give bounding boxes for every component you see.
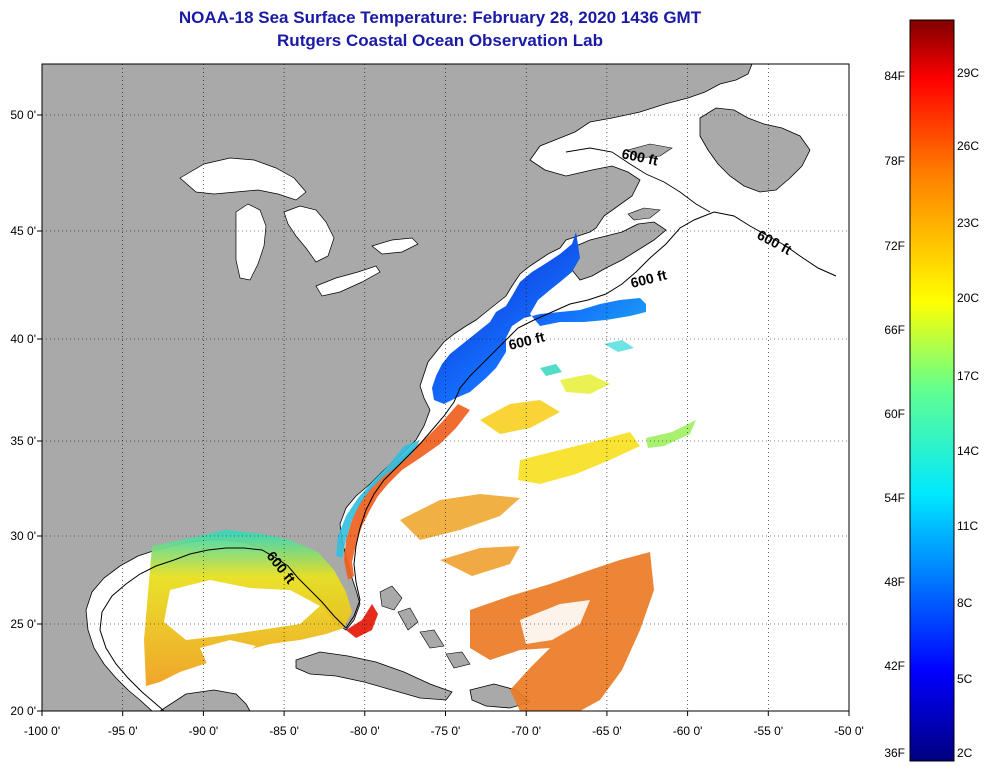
- lon-tick-label: -60 0': [673, 724, 703, 738]
- colorbar-celsius-labels: 29C 26C 23C 20C 17C 14C 11C 8C 5C 2C: [957, 66, 979, 760]
- colorbar-f-label: 84F: [884, 69, 905, 83]
- lon-tick-label: -65 0': [592, 724, 622, 738]
- colorbar-f-label: 66F: [884, 323, 905, 337]
- land-pei: [627, 207, 661, 221]
- contour-600ft-gulf-st-lawrence: [565, 147, 711, 213]
- colorbar-c-label: 23C: [957, 216, 979, 230]
- contour-600ft-gulf: [99, 547, 347, 711]
- lon-tick-label: -85 0': [269, 724, 299, 738]
- colorbar-f-label: 72F: [884, 239, 905, 253]
- cloud-gaps-gulf: [164, 580, 320, 666]
- land-yucatan: [159, 689, 251, 711]
- colorbar-c-label: 26C: [957, 139, 979, 153]
- land-newfoundland: [699, 107, 811, 193]
- lat-tick-label: 20 0': [10, 704, 36, 718]
- lon-tick-label: -80 0': [350, 724, 380, 738]
- lon-tick-label: -75 0': [431, 724, 461, 738]
- colorbar-f-label: 42F: [884, 659, 905, 673]
- land-cuba: [295, 651, 453, 701]
- lat-axis: 50 0' 45 0' 40 0' 35 0' 30 0' 25 0' 20 0': [10, 108, 42, 718]
- colorbar-c-label: 29C: [957, 66, 979, 80]
- colorbar-c-label: 5C: [957, 672, 973, 686]
- colorbar-f-label: 60F: [884, 407, 905, 421]
- contour-label: 600 ft: [620, 145, 659, 168]
- colorbar-c-label: 11C: [957, 519, 978, 533]
- lat-tick-label: 40 0': [10, 332, 36, 346]
- lat-tick-label: 45 0': [10, 224, 36, 238]
- colorbar-c-label: 14C: [957, 444, 979, 458]
- lat-tick-label: 25 0': [10, 617, 36, 631]
- colorbar: [909, 19, 955, 762]
- lon-axis: -100 0' -95 0' -90 0' -85 0' -80 0' -75 0' -70…: [24, 711, 864, 738]
- colorbar-f-label: 54F: [884, 491, 905, 505]
- colorbar-f-label: 48F: [884, 575, 905, 589]
- colorbar-f-label: 36F: [884, 746, 905, 760]
- graticule: [42, 64, 849, 711]
- contour-600ft-atlantic: [345, 211, 837, 629]
- sst-florida-straits: [346, 604, 378, 638]
- lon-tick-label: -100 0': [24, 724, 60, 738]
- colorbar-c-label: 2C: [957, 746, 973, 760]
- sst-open-ocean-patches: [400, 340, 696, 576]
- lat-tick-label: 30 0': [10, 529, 36, 543]
- lon-tick-label: -55 0': [753, 724, 783, 738]
- great-lakes: [179, 157, 419, 297]
- colorbar-c-label: 17C: [957, 369, 979, 383]
- lon-tick-label: -90 0': [189, 724, 219, 738]
- colorbar-f-label: 78F: [884, 154, 905, 168]
- title-line-2: Rutgers Coastal Ocean Observation Lab: [277, 31, 603, 50]
- colorbar-c-label: 8C: [957, 596, 973, 610]
- colorbar-c-label: 20C: [957, 291, 979, 305]
- map-title: NOAA-18 Sea Surface Temperature: Februar…: [0, 6, 880, 52]
- lon-tick-label: -70 0': [511, 724, 541, 738]
- land-bahamas: [379, 585, 471, 669]
- lon-tick-label: -50 0': [834, 724, 864, 738]
- sst-southern-warm-gap: [520, 600, 590, 644]
- lon-tick-label: -95 0': [108, 724, 138, 738]
- land-nova-scotia: [569, 221, 667, 281]
- land-anticosti: [627, 143, 673, 159]
- title-line-1: NOAA-18 Sea Surface Temperature: Februar…: [178, 8, 702, 27]
- lat-tick-label: 50 0': [10, 108, 36, 122]
- sst-gulf-stream: [344, 404, 470, 580]
- colorbar-fahrenheit-labels: 84F 78F 72F 66F 60F 54F 48F 42F 36F: [884, 69, 905, 760]
- lat-tick-label: 35 0': [10, 434, 36, 448]
